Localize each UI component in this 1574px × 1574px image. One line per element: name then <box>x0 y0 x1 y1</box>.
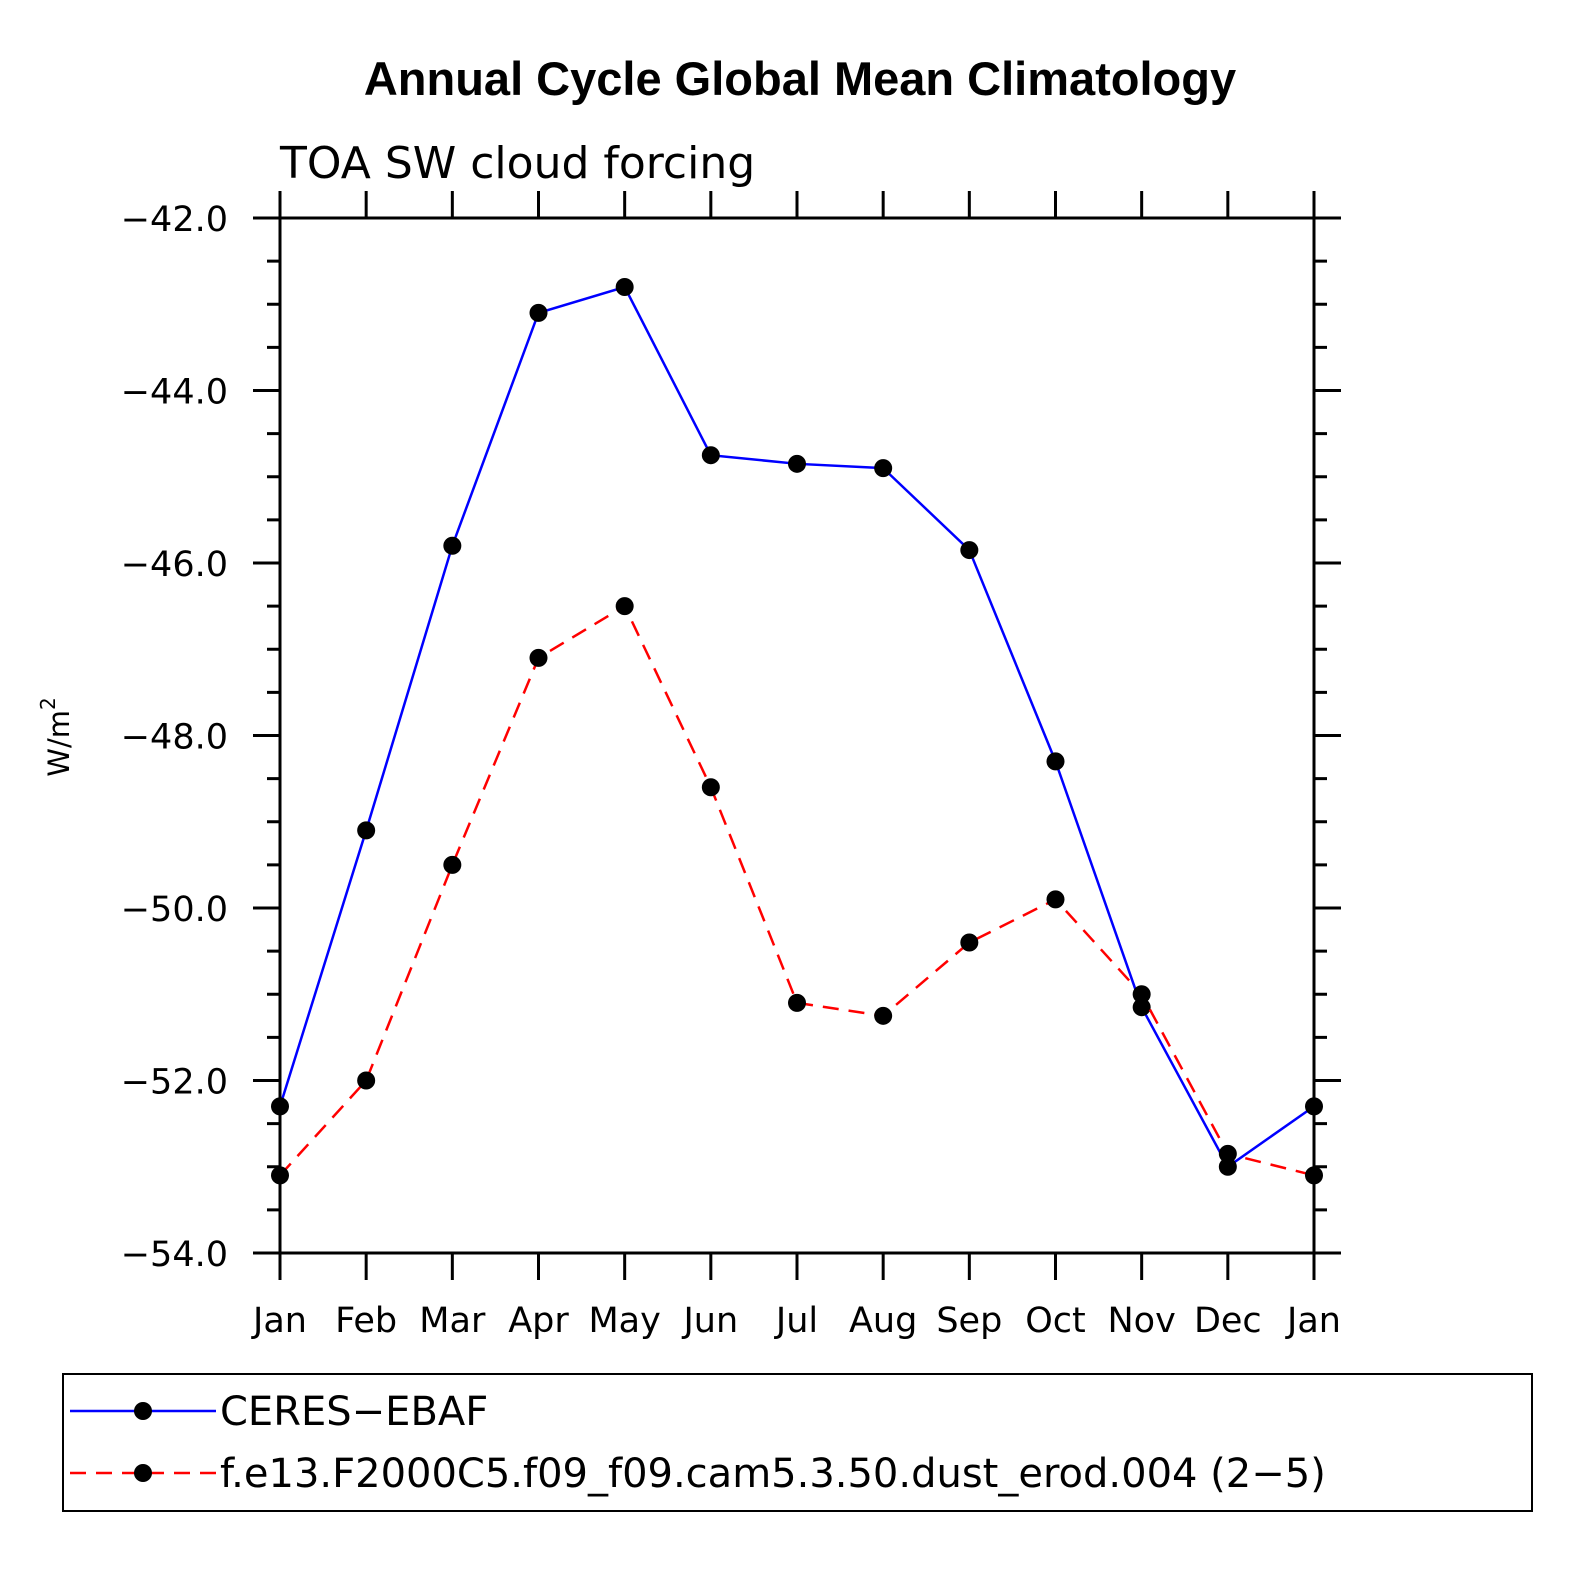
data-point <box>1305 1097 1323 1116</box>
data-point <box>443 855 462 874</box>
data-point <box>1132 985 1151 1004</box>
data-point <box>271 1166 289 1185</box>
x-tick-label: Jan <box>1285 1301 1341 1341</box>
y-tick-label: −42.0 <box>121 200 228 240</box>
x-tick-label: Dec <box>1194 1301 1262 1341</box>
y-axis-label: W/m2 <box>36 697 76 776</box>
legend-label: CERES−EBAF <box>220 1389 488 1435</box>
x-tick-label: Aug <box>849 1301 917 1341</box>
y-axis-label-exponent: 2 <box>36 697 60 710</box>
x-tick-label: Jun <box>681 1301 738 1341</box>
y-axis-label-unit: W/m <box>42 710 76 777</box>
data-point <box>1046 890 1065 909</box>
y-tick-label: −50.0 <box>121 890 228 930</box>
data-point <box>1218 1144 1237 1163</box>
data-point <box>1305 1166 1323 1185</box>
data-point <box>960 933 979 952</box>
x-tick-label: Oct <box>1025 1301 1086 1341</box>
data-point <box>443 536 462 555</box>
data-point <box>874 1006 893 1025</box>
x-tick-label: Sep <box>936 1301 1002 1341</box>
chart-title: Annual Cycle Global Mean Climatology <box>364 52 1236 105</box>
y-tick-labels: −42.0 −44.0 −46.0 −48.0 −50.0 −52.0 −54.0 <box>121 200 228 1275</box>
data-point <box>701 446 720 465</box>
y-tick-label: −48.0 <box>121 718 228 758</box>
x-tick-label: Nov <box>1108 1301 1176 1341</box>
y-tick-label: −44.0 <box>121 373 228 413</box>
legend-marker <box>134 1464 152 1482</box>
data-point <box>701 778 720 797</box>
x-tick-label: May <box>588 1301 660 1341</box>
x-tick-label: Jan <box>251 1301 307 1341</box>
y-tick-label: −52.0 <box>121 1063 228 1103</box>
data-point <box>529 648 548 667</box>
data-point <box>615 597 634 616</box>
x-tick-label: Apr <box>508 1301 569 1341</box>
data-point <box>960 541 979 560</box>
data-point <box>1046 752 1065 771</box>
data-point <box>788 993 806 1012</box>
legend-entries: CERES−EBAF f.e13.F2000C5.f09_f09.cam5.3.5… <box>70 1389 1326 1497</box>
data-point <box>271 1097 289 1116</box>
legend: CERES−EBAF f.e13.F2000C5.f09_f09.cam5.3.5… <box>62 1373 1533 1512</box>
plot-series <box>271 278 1323 1185</box>
data-point <box>529 303 548 322</box>
y-tick-label: −54.0 <box>121 1235 228 1275</box>
x-tick-label: Jul <box>774 1301 818 1341</box>
series-line <box>279 604 1315 1177</box>
data-point <box>788 454 806 473</box>
data-point <box>357 1071 376 1090</box>
x-tick-labels: Jan Feb Mar Apr May Jun Jul Aug Sep Oct Nov Dec Jan <box>251 1301 1341 1341</box>
series-2 <box>271 597 1323 1185</box>
data-point <box>1218 1157 1237 1176</box>
legend-label: f.e13.F2000C5.f09_f09.cam5.3.50.dust_ero… <box>220 1451 1326 1497</box>
x-tick-label: Feb <box>335 1301 397 1341</box>
legend-marker <box>134 1402 152 1420</box>
data-point <box>874 459 893 478</box>
series-1 <box>271 278 1323 1176</box>
chart-subtitle: TOA SW cloud forcing <box>279 138 755 189</box>
data-point <box>615 278 634 296</box>
series-line <box>278 285 1315 1169</box>
y-tick-label: −46.0 <box>121 545 228 585</box>
data-point <box>357 821 376 840</box>
data-point <box>1132 998 1151 1017</box>
legend-box <box>62 1373 1533 1512</box>
axes <box>253 191 1341 1280</box>
plot-frame <box>278 216 1316 1255</box>
x-tick-label: Mar <box>419 1301 486 1341</box>
